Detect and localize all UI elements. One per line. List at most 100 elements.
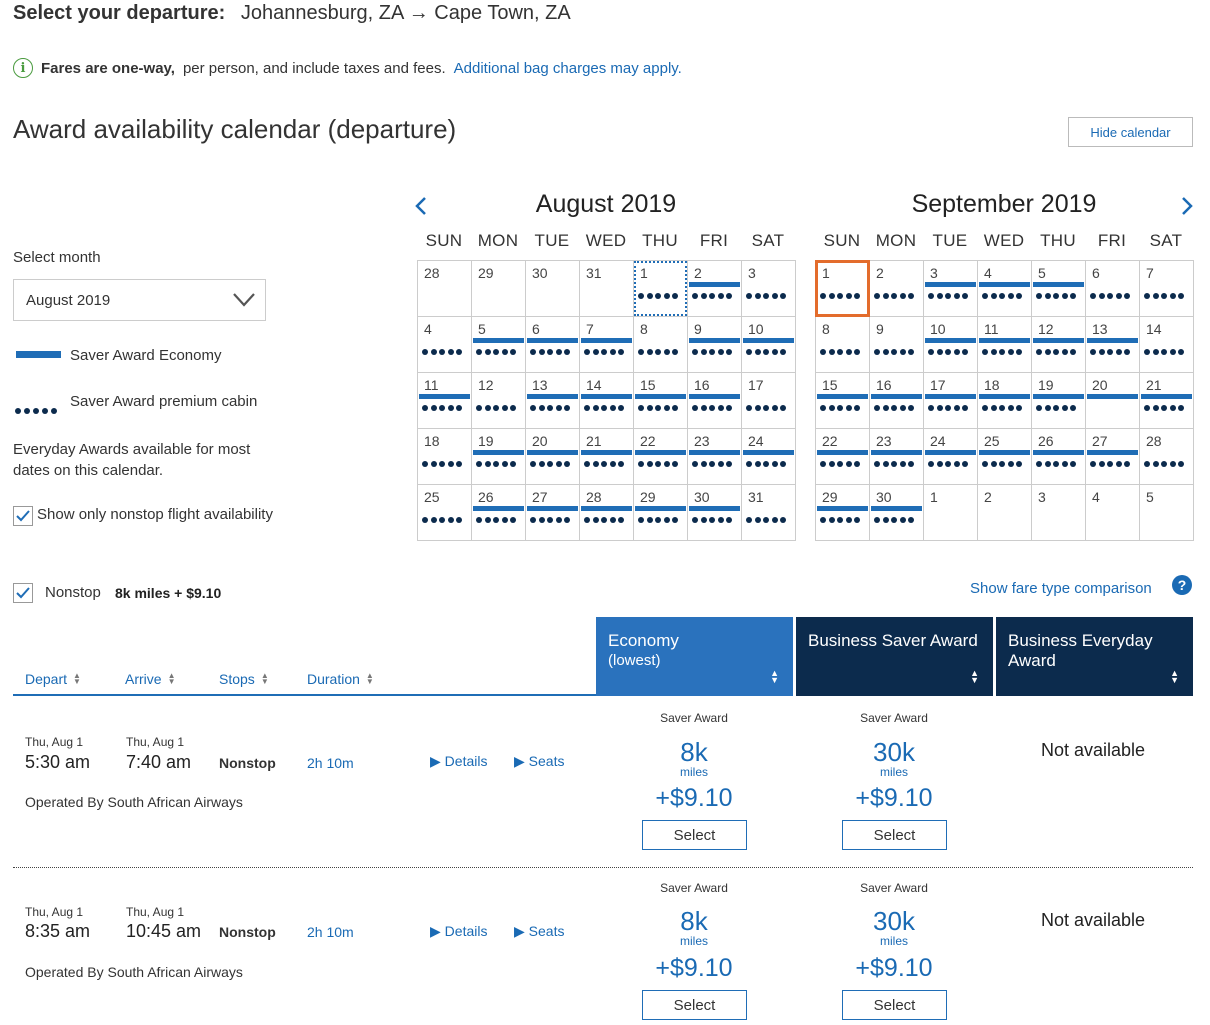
calendar-day[interactable]: 4 xyxy=(978,261,1032,317)
operated-by: Operated By South African Airways xyxy=(25,794,243,810)
seats-link[interactable]: ▶ Seats xyxy=(514,753,564,770)
calendar-day[interactable]: 8 xyxy=(634,317,688,373)
select-business-saver-button[interactable]: Select xyxy=(842,990,947,1020)
calendar-day[interactable]: 15 xyxy=(634,373,688,429)
calendar-day[interactable]: 22 xyxy=(816,429,870,485)
calendar-day[interactable]: 29 xyxy=(634,485,688,541)
sort-depart[interactable]: Depart ▲ ▼ xyxy=(25,671,81,687)
calendar-day[interactable]: 31 xyxy=(580,261,634,317)
hide-calendar-button[interactable]: Hide calendar xyxy=(1068,117,1193,147)
calendar-day[interactable]: 21 xyxy=(1140,373,1194,429)
sort-arrive[interactable]: Arrive ▲ ▼ xyxy=(125,671,175,687)
calendar-day[interactable]: 15 xyxy=(816,373,870,429)
calendar-day[interactable]: 29 xyxy=(816,485,870,541)
seats-label: Seats xyxy=(528,753,565,769)
weekday-label: MON xyxy=(477,231,519,250)
calendar-day[interactable]: 27 xyxy=(1086,429,1140,485)
seats-link[interactable]: ▶ Seats xyxy=(514,923,564,940)
calendar-day[interactable]: 26 xyxy=(1032,429,1086,485)
calendar-day[interactable]: 3 xyxy=(924,261,978,317)
next-month-icon[interactable] xyxy=(1180,196,1194,222)
calendar-day[interactable]: 3 xyxy=(1032,485,1086,541)
calendar-day[interactable]: 20 xyxy=(1086,373,1140,429)
calendar-day[interactable]: 10 xyxy=(742,317,796,373)
calendar-day[interactable]: 1 xyxy=(924,485,978,541)
saver-premium-dots xyxy=(982,293,1023,299)
calendar-day[interactable]: 1 xyxy=(634,261,688,317)
calendar-day[interactable]: 8 xyxy=(816,317,870,373)
calendar-day[interactable]: 7 xyxy=(580,317,634,373)
calendar-day[interactable]: 28 xyxy=(580,485,634,541)
calendar-day[interactable]: 16 xyxy=(870,373,924,429)
calendar-day[interactable]: 9 xyxy=(688,317,742,373)
column-economy[interactable]: Economy (lowest) ▲ ▼ xyxy=(596,617,793,696)
calendar-day[interactable]: 4 xyxy=(1086,485,1140,541)
calendar-day[interactable]: 28 xyxy=(1140,429,1194,485)
calendar-day[interactable]: 14 xyxy=(1140,317,1194,373)
calendar-day[interactable]: 28 xyxy=(418,261,472,317)
calendar-day[interactable]: 5 xyxy=(1032,261,1086,317)
sort-stops[interactable]: Stops ▲ ▼ xyxy=(219,671,269,687)
calendar-day[interactable]: 5 xyxy=(472,317,526,373)
bag-charges-link[interactable]: Additional bag charges may apply. xyxy=(453,59,682,77)
nonstop-only-checkbox[interactable] xyxy=(13,506,33,526)
calendar-day[interactable]: 16 xyxy=(688,373,742,429)
calendar-day[interactable]: 1 xyxy=(815,260,870,317)
details-link[interactable]: ▶ Details xyxy=(430,753,487,770)
calendar-day[interactable]: 6 xyxy=(526,317,580,373)
day-number: 2 xyxy=(876,265,884,281)
calendar-day[interactable]: 27 xyxy=(526,485,580,541)
select-economy-button[interactable]: Select xyxy=(642,820,747,850)
calendar-day[interactable]: 18 xyxy=(418,429,472,485)
prev-month-icon[interactable] xyxy=(414,196,428,222)
calendar-day[interactable]: 18 xyxy=(978,373,1032,429)
calendar-day[interactable]: 2 xyxy=(870,261,924,317)
calendar-day[interactable]: 10 xyxy=(924,317,978,373)
calendar-day[interactable]: 24 xyxy=(742,429,796,485)
calendar-day[interactable]: 30 xyxy=(870,485,924,541)
sort-duration[interactable]: Duration ▲ ▼ xyxy=(307,671,374,687)
calendar-day[interactable]: 6 xyxy=(1086,261,1140,317)
calendar-day[interactable]: 25 xyxy=(978,429,1032,485)
month-select[interactable]: August 2019 xyxy=(13,279,266,321)
calendar-day[interactable]: 3 xyxy=(742,261,796,317)
help-icon[interactable]: ? xyxy=(1172,575,1192,595)
calendar-day[interactable]: 13 xyxy=(1086,317,1140,373)
calendar-day[interactable]: 20 xyxy=(526,429,580,485)
select-economy-button[interactable]: Select xyxy=(642,990,747,1020)
column-business-everyday[interactable]: Business Everyday Award ▲ ▼ xyxy=(996,617,1193,696)
calendar-day[interactable]: 11 xyxy=(978,317,1032,373)
calendar-day[interactable]: 13 xyxy=(526,373,580,429)
calendar-day[interactable]: 2 xyxy=(688,261,742,317)
calendar-day[interactable]: 24 xyxy=(924,429,978,485)
select-business-saver-button[interactable]: Select xyxy=(842,820,947,850)
calendar-day[interactable]: 12 xyxy=(1032,317,1086,373)
calendar-day[interactable]: 29 xyxy=(472,261,526,317)
calendar-day[interactable]: 17 xyxy=(742,373,796,429)
calendar-day[interactable]: 30 xyxy=(526,261,580,317)
calendar-day[interactable]: 12 xyxy=(472,373,526,429)
calendar-day[interactable]: 30 xyxy=(688,485,742,541)
fare-comparison-link[interactable]: Show fare type comparison xyxy=(970,580,1152,597)
calendar-day[interactable]: 4 xyxy=(418,317,472,373)
calendar-day[interactable]: 23 xyxy=(688,429,742,485)
calendar-day[interactable]: 19 xyxy=(1032,373,1086,429)
calendar-day[interactable]: 14 xyxy=(580,373,634,429)
column-business-saver[interactable]: Business Saver Award ▲ ▼ xyxy=(796,617,993,696)
details-link[interactable]: ▶ Details xyxy=(430,923,487,940)
nonstop-filter-label: Nonstop xyxy=(45,584,101,601)
calendar-day[interactable]: 11 xyxy=(418,373,472,429)
calendar-day[interactable]: 7 xyxy=(1140,261,1194,317)
calendar-day[interactable]: 23 xyxy=(870,429,924,485)
calendar-day[interactable]: 19 xyxy=(472,429,526,485)
calendar-day[interactable]: 26 xyxy=(472,485,526,541)
calendar-day[interactable]: 21 xyxy=(580,429,634,485)
calendar-day[interactable]: 2 xyxy=(978,485,1032,541)
nonstop-filter-checkbox[interactable] xyxy=(13,583,33,603)
calendar-day[interactable]: 25 xyxy=(418,485,472,541)
calendar-day[interactable]: 22 xyxy=(634,429,688,485)
calendar-day[interactable]: 5 xyxy=(1140,485,1194,541)
calendar-day[interactable]: 31 xyxy=(742,485,796,541)
calendar-day[interactable]: 17 xyxy=(924,373,978,429)
calendar-day[interactable]: 9 xyxy=(870,317,924,373)
